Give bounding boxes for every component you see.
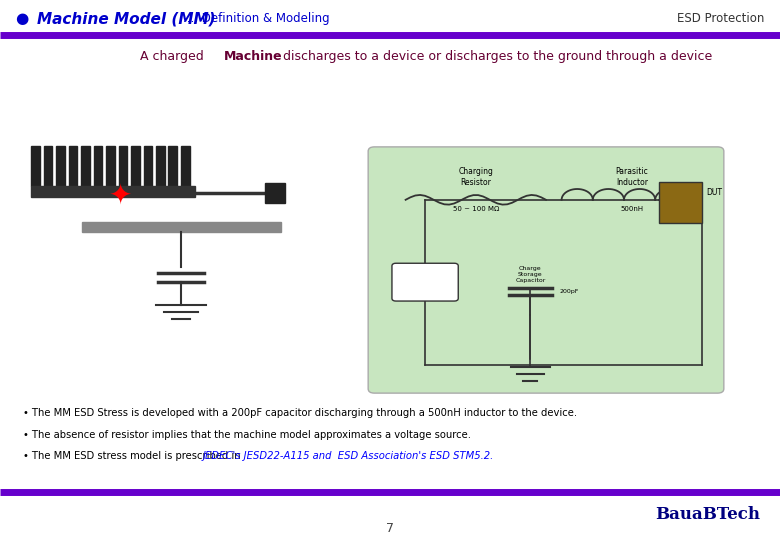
Bar	[265, 183, 285, 203]
Bar	[69, 146, 77, 186]
Text: Parasitic
Inductor: Parasitic Inductor	[615, 167, 648, 187]
Bar	[106, 146, 115, 186]
Bar	[119, 146, 127, 186]
Text: • The absence of resistor implies that the machine model approximates a voltage : • The absence of resistor implies that t…	[23, 430, 471, 440]
Text: Charging
Resistor: Charging Resistor	[459, 167, 493, 187]
Text: 7: 7	[386, 522, 394, 535]
Text: Charge
Storage
Capacitor: Charge Storage Capacitor	[516, 266, 545, 282]
Text: 50 ~ 100 MΩ: 50 ~ 100 MΩ	[452, 206, 499, 212]
Bar	[31, 186, 195, 197]
Text: Machine Model (MM): Machine Model (MM)	[37, 11, 216, 26]
Bar	[156, 146, 165, 186]
Text: JEDEC's JESD22-A115 and  ESD Association's ESD STM5.2.: JEDEC's JESD22-A115 and ESD Association'…	[203, 451, 494, 461]
Bar	[94, 146, 102, 186]
Text: ...  Definition & Modeling: ... Definition & Modeling	[183, 12, 330, 25]
Bar	[82, 222, 281, 232]
Bar	[181, 146, 190, 186]
Text: • The MM ESD Stress is developed with a 200pF capacitor discharging through a 50: • The MM ESD Stress is developed with a …	[23, 408, 577, 418]
Bar	[44, 146, 52, 186]
FancyBboxPatch shape	[368, 147, 724, 393]
Text: High Voltage
Supply: High Voltage Supply	[405, 276, 445, 287]
Text: 500nH: 500nH	[620, 206, 644, 212]
Text: DUT: DUT	[706, 188, 722, 197]
Bar	[31, 146, 40, 186]
Bar	[131, 146, 140, 186]
Text: BauaBTech: BauaBTech	[655, 505, 760, 523]
Bar	[168, 146, 177, 186]
Text: ESD Protection: ESD Protection	[677, 12, 764, 25]
Text: • The MM ESD stress model is prescribed in: • The MM ESD stress model is prescribed …	[23, 451, 244, 461]
Text: ●: ●	[16, 11, 34, 26]
Text: 200pF: 200pF	[559, 289, 579, 294]
Bar	[56, 146, 65, 186]
Text: A charged: A charged	[140, 50, 208, 63]
Text: discharges to a device or discharges to the ground through a device: discharges to a device or discharges to …	[279, 50, 712, 63]
Text: Machine: Machine	[224, 50, 282, 63]
Bar	[144, 146, 152, 186]
Bar	[81, 146, 90, 186]
Text: ✦: ✦	[109, 181, 133, 210]
Bar	[659, 183, 702, 222]
FancyBboxPatch shape	[392, 263, 458, 301]
